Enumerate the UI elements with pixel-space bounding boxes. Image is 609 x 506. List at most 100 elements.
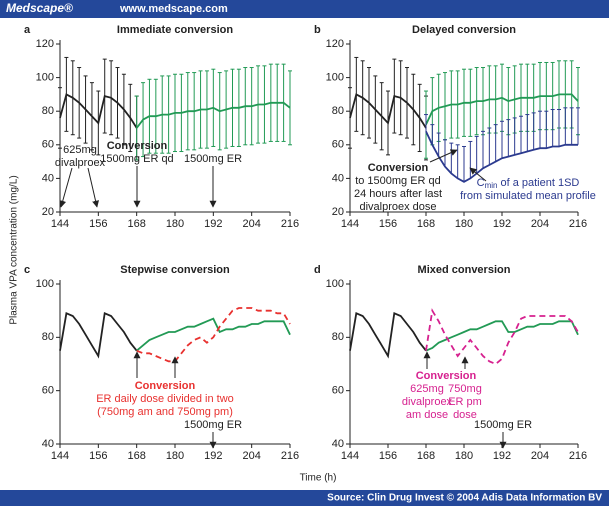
annotation: to 1500mg ER qd — [355, 175, 441, 187]
footer-bar — [0, 490, 609, 506]
x-tick-label: 168 — [127, 218, 145, 230]
y-tick-label: 80 — [42, 105, 54, 117]
y-tick-label: 40 — [332, 172, 344, 184]
panel-letter: c — [24, 264, 30, 276]
annotation: dose — [453, 409, 477, 421]
error-bar — [288, 70, 292, 146]
y-tick-label: 80 — [332, 105, 344, 117]
x-tick-label: 192 — [204, 450, 222, 462]
series-line — [59, 312, 138, 359]
x-tick-label: 204 — [242, 450, 260, 462]
error-bar — [430, 124, 435, 145]
annotation: Conversion — [107, 140, 168, 152]
error-bar — [500, 120, 504, 159]
error-bar — [481, 130, 485, 169]
y-tick-label: 80 — [42, 331, 54, 343]
x-tick-label: 216 — [281, 218, 299, 230]
y-tick-label: 20 — [42, 206, 54, 218]
annotation: divalproex — [55, 157, 106, 169]
annotation-arrow — [87, 167, 99, 208]
y-axis-label: Plasma VPA concentration (mg/L) — [9, 175, 20, 324]
annotation: Conversion — [416, 370, 477, 382]
series-line — [136, 307, 291, 363]
x-tick-label: 156 — [379, 218, 397, 230]
y-tick-label: 40 — [42, 438, 54, 450]
x-tick-label: 168 — [127, 450, 145, 462]
y-tick-label: 60 — [42, 385, 54, 397]
annotation-arrow — [469, 167, 487, 182]
panel-letter: d — [314, 264, 321, 276]
annotation: 24 hours after last — [354, 188, 442, 200]
x-tick-label: 144 — [341, 218, 359, 230]
annotation: Conversion — [368, 162, 429, 174]
source: Source: Clin Drug Invest © 2004 Adis Dat… — [327, 493, 602, 504]
x-tick-label: 216 — [569, 218, 587, 230]
annotation: ER daily dose divided in two — [96, 393, 234, 405]
annotation: 1500mg ER — [184, 419, 242, 431]
error-bar — [569, 107, 574, 145]
panel-letter: b — [314, 24, 321, 36]
chart-title: Mixed conversion — [418, 264, 511, 276]
series-line — [59, 93, 138, 129]
error-bar — [557, 109, 561, 147]
error-bar — [424, 114, 428, 132]
series-line — [349, 312, 427, 359]
chart-title: Delayed conversion — [412, 24, 516, 36]
series-line — [425, 93, 579, 125]
error-bar — [525, 114, 530, 152]
logo: Medscape® — [6, 1, 73, 15]
y-tick-label: 120 — [36, 38, 54, 50]
error-bar — [134, 95, 139, 161]
y-tick-label: 20 — [332, 206, 344, 218]
annotation-arrow — [429, 149, 458, 163]
x-tick-label: 204 — [242, 218, 260, 230]
annotation-text: of a patient 1SD — [500, 177, 579, 189]
y-tick-label: 100 — [326, 72, 344, 84]
error-bar — [449, 142, 454, 174]
error-bar — [550, 109, 555, 147]
annotation: (750mg am and 750mg pm) — [97, 406, 233, 418]
error-bar — [462, 145, 466, 182]
annotation: divalproex dose — [359, 201, 436, 213]
annotation: ER pm — [448, 396, 482, 408]
x-tick-label: 180 — [455, 218, 473, 230]
y-tick-label: 100 — [326, 278, 344, 290]
error-bar — [487, 127, 492, 165]
annotation-subscript: min — [485, 181, 498, 190]
y-tick-label: 100 — [36, 278, 54, 290]
error-bar — [443, 139, 447, 167]
error-bar — [519, 115, 523, 154]
url: www.medscape.com — [119, 3, 228, 15]
annotation: Cmin of a patient 1SD — [477, 177, 580, 190]
y-tick-label: 120 — [326, 38, 344, 50]
error-bar — [468, 140, 473, 179]
annotation: divalproex — [402, 396, 453, 408]
x-tick-label: 156 — [89, 218, 107, 230]
series-line — [135, 101, 291, 129]
annotation: 1500mg ER qd — [100, 153, 173, 165]
annotation: 750mg — [448, 383, 482, 395]
error-bar — [493, 124, 498, 162]
x-tick-label: 180 — [166, 450, 184, 462]
error-bar — [512, 117, 517, 155]
x-tick-label: 216 — [569, 450, 587, 462]
x-tick-label: 192 — [493, 450, 511, 462]
annotation: Conversion — [135, 380, 196, 392]
error-bar — [348, 87, 352, 149]
y-tick-label: 100 — [36, 72, 54, 84]
header-bar — [0, 0, 609, 18]
y-tick-label: 40 — [42, 172, 54, 184]
error-bar — [544, 110, 549, 149]
y-tick-label: 60 — [332, 139, 344, 151]
series-line — [425, 320, 579, 352]
error-bar — [506, 119, 511, 157]
x-tick-label: 156 — [379, 450, 397, 462]
chart-title: Stepwise conversion — [120, 264, 230, 276]
x-tick-label: 168 — [417, 218, 435, 230]
chart-title: Immediate conversion — [117, 24, 233, 36]
x-tick-label: 144 — [51, 218, 69, 230]
annotation: from simulated mean profile — [460, 190, 596, 202]
error-bar — [58, 87, 62, 149]
x-tick-label: 204 — [531, 218, 549, 230]
